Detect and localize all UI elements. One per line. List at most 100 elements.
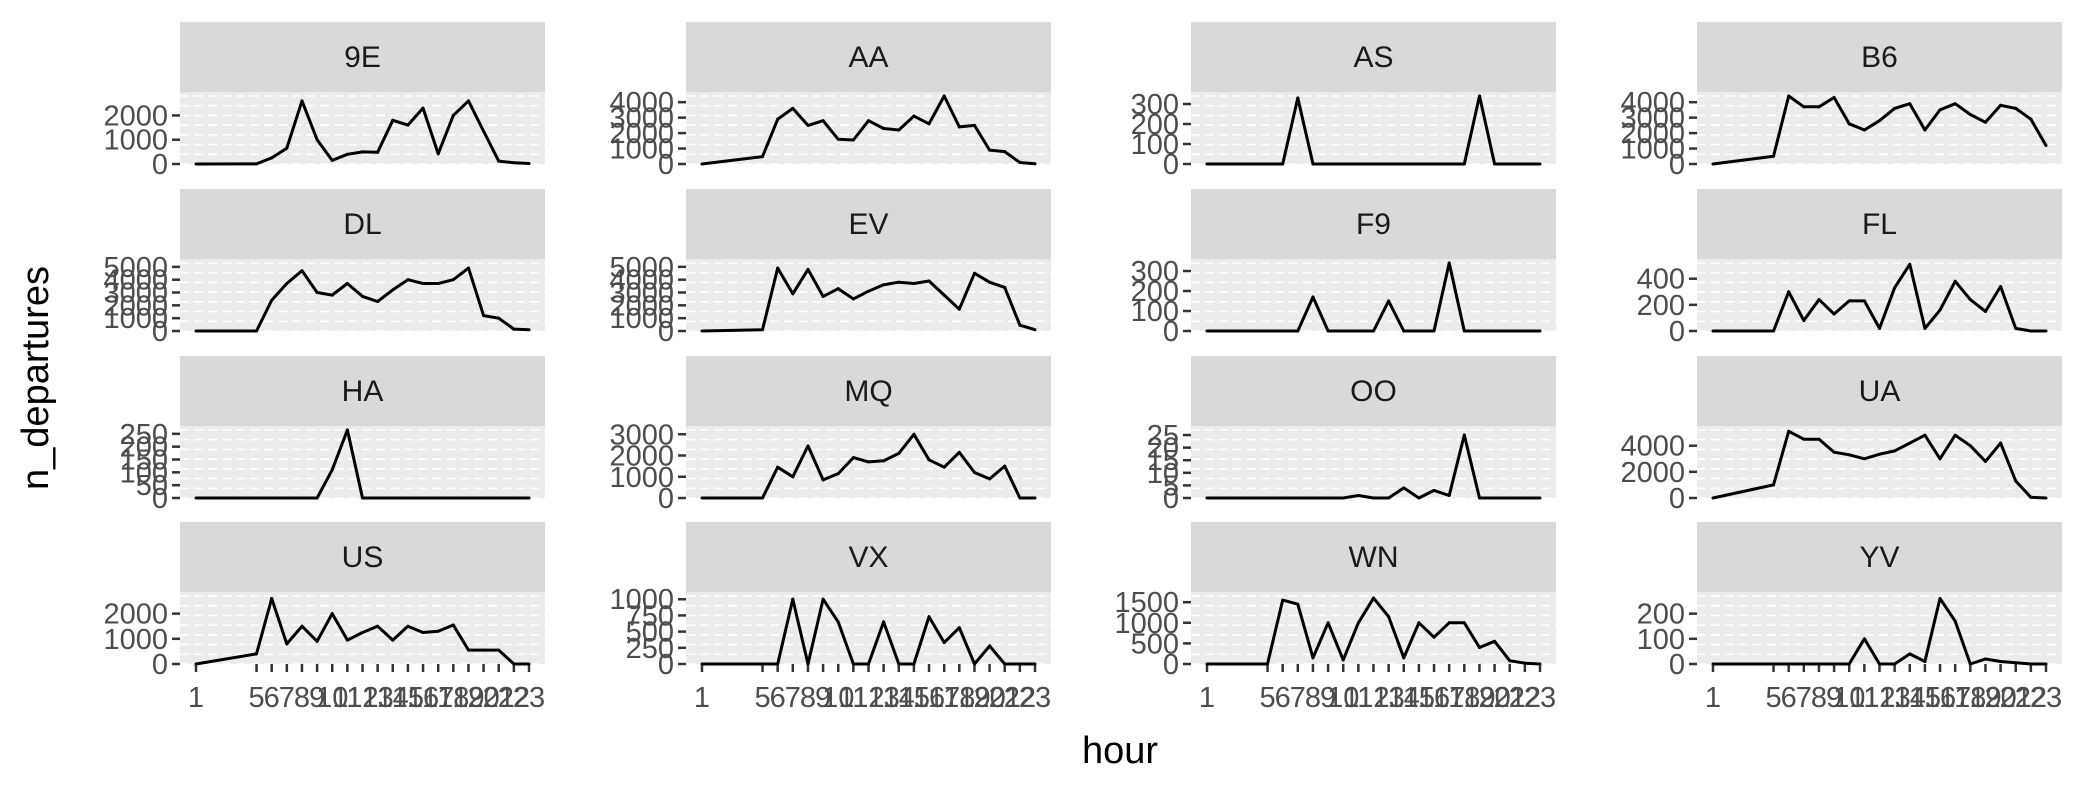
data-point bbox=[2029, 495, 2033, 499]
data-point bbox=[972, 271, 976, 275]
x-tick-label: 8 bbox=[1305, 682, 1321, 714]
data-point bbox=[345, 428, 349, 432]
data-point bbox=[942, 465, 946, 469]
data-point bbox=[421, 631, 425, 635]
facet-panels: 9E010002000AA01000200030004000AS01002003… bbox=[103, 22, 2062, 714]
data-point bbox=[1281, 496, 1285, 500]
data-point bbox=[1908, 441, 1912, 445]
x-tick-label: 8 bbox=[800, 682, 816, 714]
data-point bbox=[1326, 329, 1330, 333]
data-point bbox=[1772, 154, 1776, 158]
data-point bbox=[927, 458, 931, 462]
data-point bbox=[1432, 162, 1436, 166]
data-point bbox=[1878, 452, 1881, 456]
data-point bbox=[1356, 493, 1360, 497]
facet-strip bbox=[686, 356, 1051, 426]
data-point bbox=[927, 615, 931, 619]
data-point bbox=[466, 266, 470, 270]
data-point bbox=[527, 662, 531, 666]
y-tick-label: 200 bbox=[1131, 276, 1179, 308]
data-point bbox=[406, 496, 410, 500]
series-line-aa bbox=[701, 94, 1036, 166]
data-point bbox=[1802, 662, 1806, 666]
data-point bbox=[2014, 106, 2018, 110]
data-point bbox=[1493, 496, 1497, 500]
data-point bbox=[300, 269, 304, 273]
data-point bbox=[1477, 329, 1481, 333]
data-point bbox=[836, 287, 840, 291]
y-tick-label: 1000 bbox=[103, 303, 168, 335]
x-tick-label: 1 bbox=[694, 682, 710, 714]
x-tick-label: 10 bbox=[1327, 682, 1359, 714]
data-point bbox=[882, 459, 886, 463]
x-tick-label: 7 bbox=[1290, 682, 1306, 714]
x-tick-label: 21 bbox=[989, 682, 1021, 714]
x-tick-label: 21 bbox=[1494, 682, 1526, 714]
series-line-9e bbox=[195, 99, 530, 166]
facet-strip-label: US bbox=[342, 541, 384, 574]
x-tick-label: 1 bbox=[1199, 682, 1215, 714]
y-tick-label: 250 bbox=[120, 419, 168, 451]
series-line-as bbox=[1207, 94, 1540, 166]
data-point bbox=[791, 106, 795, 110]
data-point bbox=[836, 137, 840, 141]
y-tick-label: 0 bbox=[658, 649, 674, 681]
data-point bbox=[1938, 457, 1942, 461]
data-point bbox=[1341, 162, 1345, 166]
data-point bbox=[1432, 635, 1436, 639]
x-tick-label: 17 bbox=[1939, 682, 1971, 714]
data-point bbox=[897, 128, 901, 132]
x-tick-label: 17 bbox=[928, 682, 960, 714]
series-line-dl bbox=[196, 266, 530, 333]
data-point bbox=[761, 155, 765, 159]
facet-strip bbox=[686, 522, 1051, 592]
y-tick-label: 100 bbox=[1131, 129, 1179, 161]
data-point bbox=[285, 642, 289, 646]
facet-strip-label: MQ bbox=[844, 375, 892, 408]
data-point bbox=[1893, 106, 1897, 110]
y-tick-label: 15 bbox=[1147, 445, 1179, 477]
data-point bbox=[1508, 329, 1512, 333]
x-tick-label: 5 bbox=[1765, 682, 1781, 714]
data-point bbox=[270, 496, 274, 500]
series-line-ev bbox=[701, 266, 1036, 333]
facet-strip-label: YV bbox=[1859, 541, 1899, 574]
data-point bbox=[897, 280, 901, 284]
data-point bbox=[912, 114, 916, 118]
data-point bbox=[1802, 105, 1806, 109]
data-point bbox=[1508, 496, 1512, 500]
data-point bbox=[1281, 598, 1285, 602]
data-point bbox=[1462, 621, 1466, 625]
data-point bbox=[1033, 496, 1037, 500]
data-point bbox=[1983, 120, 1987, 124]
data-point bbox=[1311, 162, 1315, 166]
data-point bbox=[927, 122, 931, 126]
data-point bbox=[1787, 429, 1791, 433]
data-point bbox=[1311, 496, 1315, 500]
data-point bbox=[285, 282, 289, 286]
panel-background bbox=[1697, 259, 2062, 331]
y-tick-label: 25 bbox=[1147, 420, 1179, 452]
data-point bbox=[1508, 659, 1512, 663]
data-point bbox=[466, 496, 470, 500]
x-tick-label: 9 bbox=[309, 682, 325, 714]
y-tick-label: 250 bbox=[626, 633, 674, 665]
data-point bbox=[1205, 329, 1209, 333]
y-tick-label: 200 bbox=[1131, 109, 1179, 141]
data-point bbox=[1908, 652, 1912, 656]
facet-strip-label: AA bbox=[848, 41, 888, 74]
data-point bbox=[1787, 290, 1791, 294]
data-point bbox=[851, 138, 855, 142]
data-point bbox=[527, 496, 531, 500]
data-point bbox=[821, 597, 825, 601]
data-point bbox=[1296, 329, 1300, 333]
x-tick-label: 9 bbox=[1826, 682, 1842, 714]
x-tick-label: 22 bbox=[498, 682, 530, 714]
data-point bbox=[361, 294, 364, 298]
data-point bbox=[1832, 662, 1836, 666]
x-tick-label: 5 bbox=[754, 682, 770, 714]
data-point bbox=[957, 450, 961, 454]
y-tick-label: 100 bbox=[1637, 624, 1685, 656]
